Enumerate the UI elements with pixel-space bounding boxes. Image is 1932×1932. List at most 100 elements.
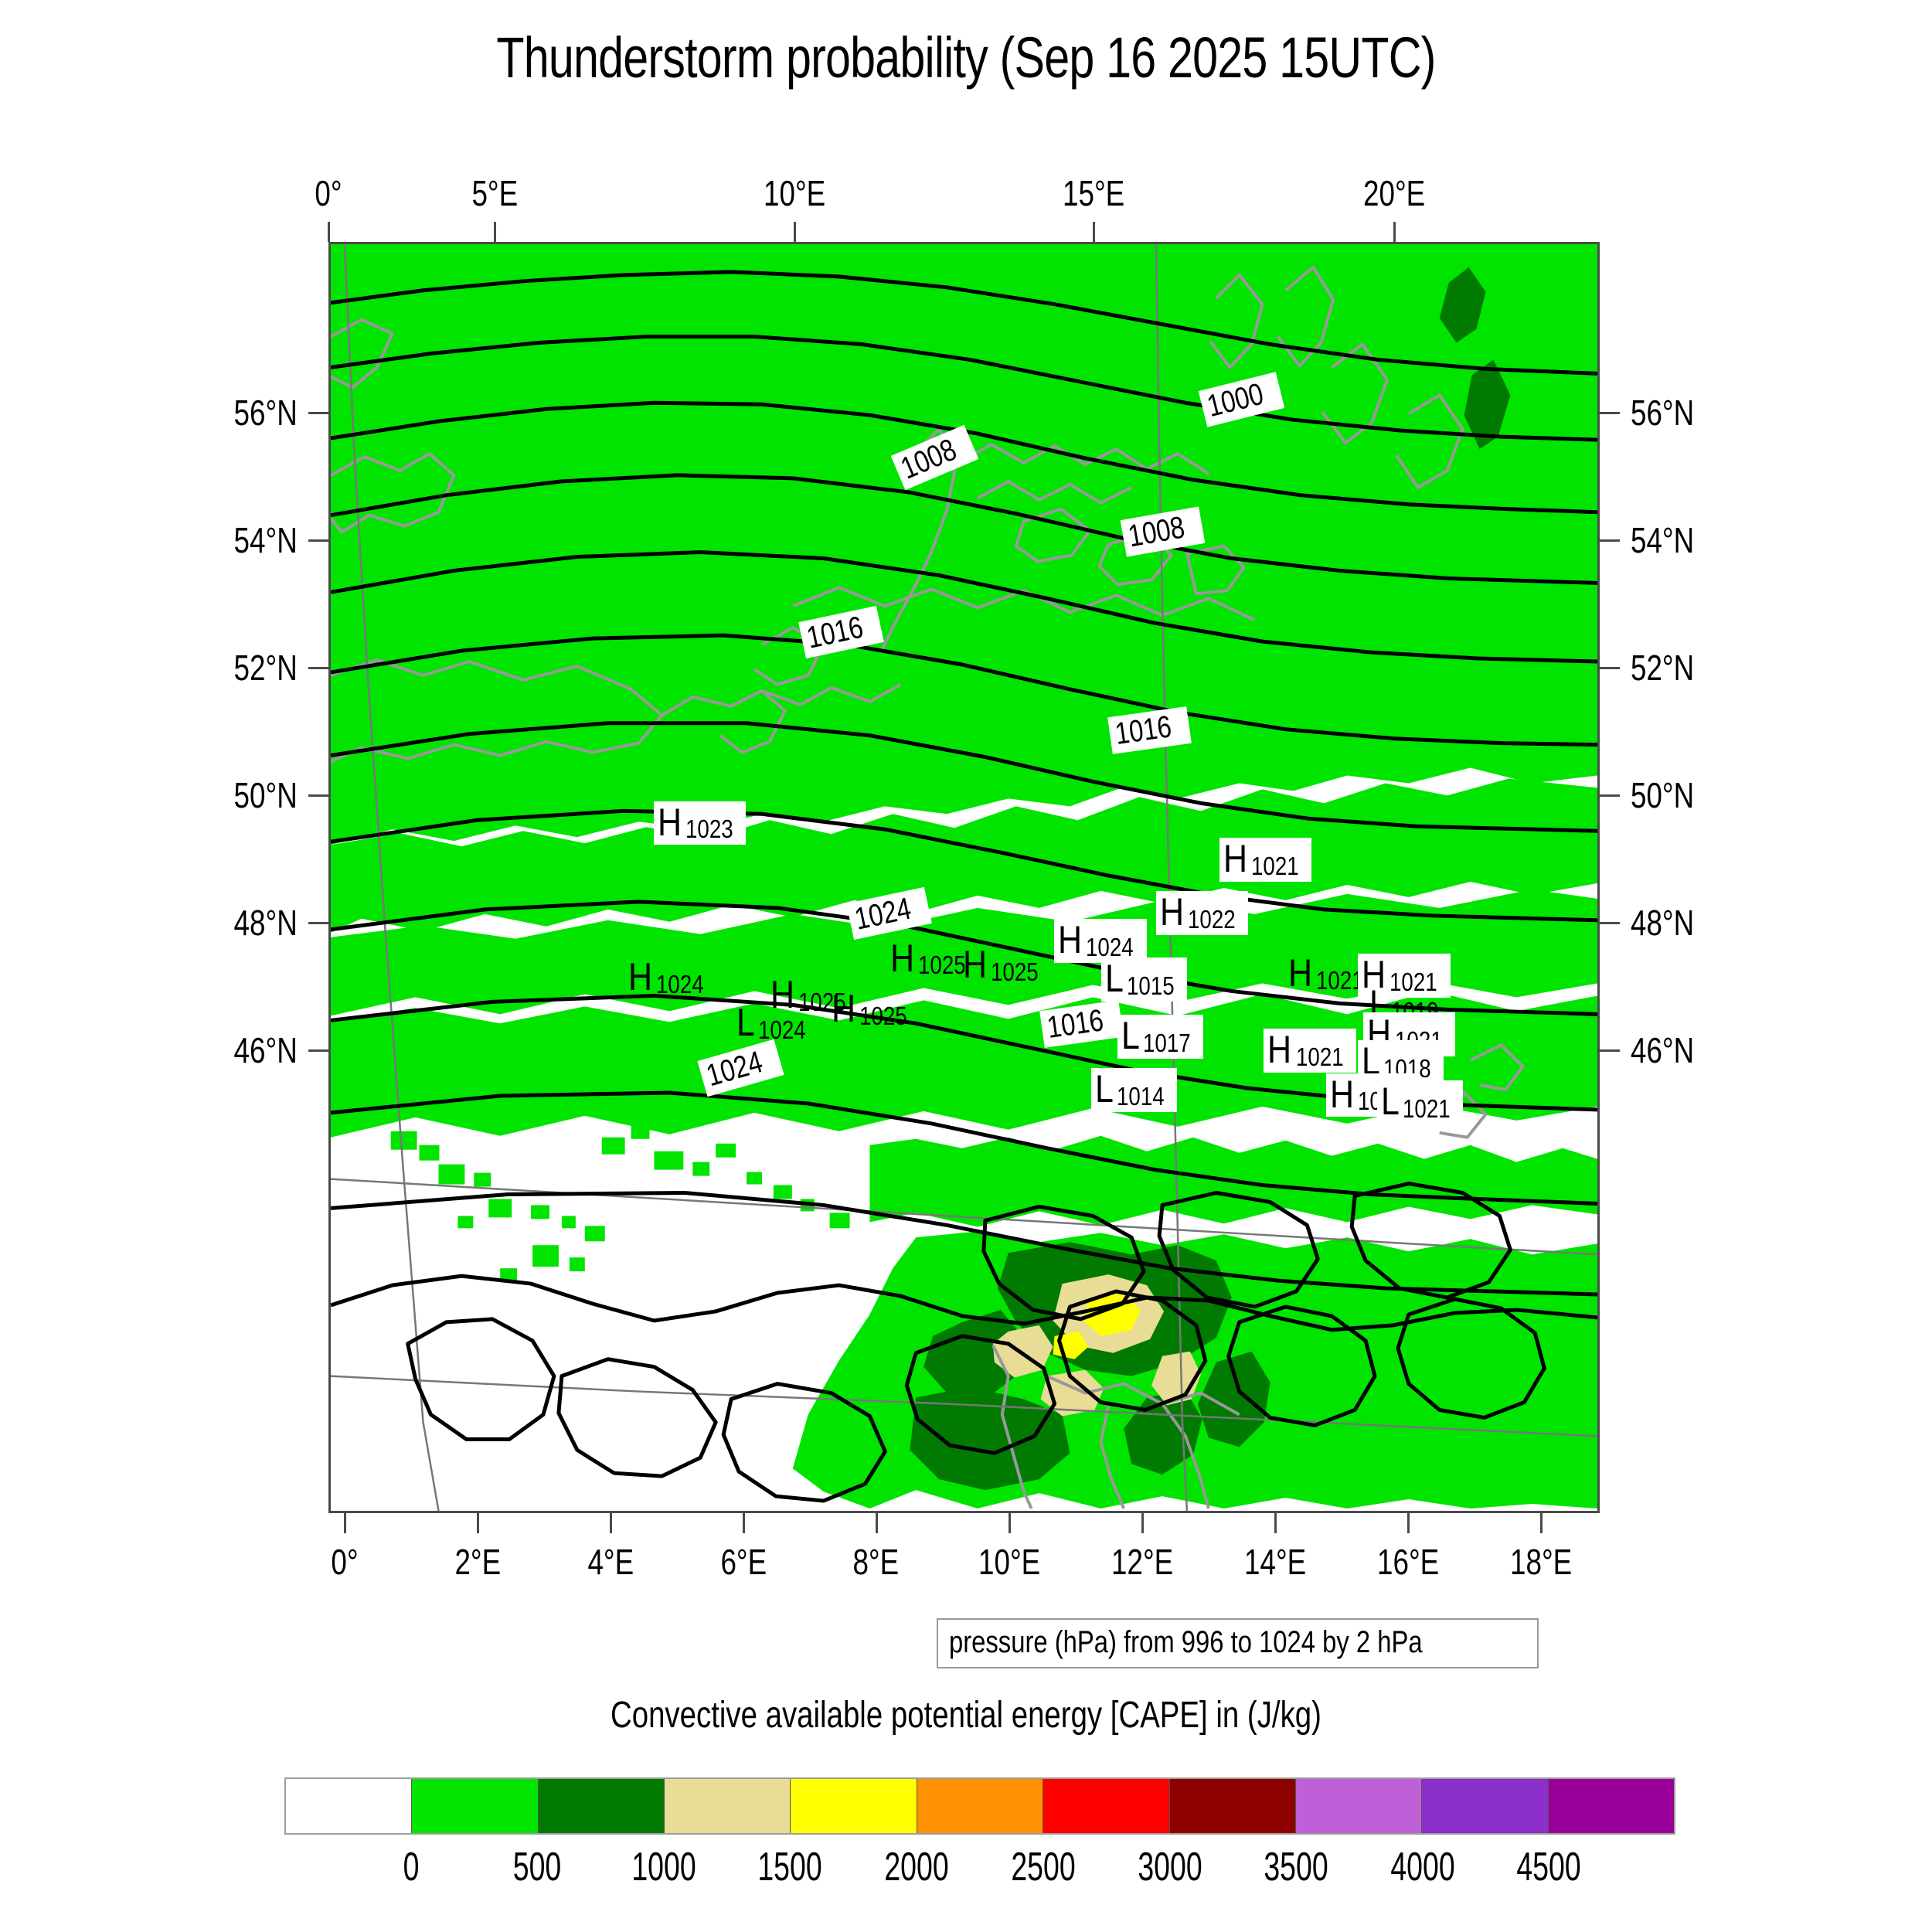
- colorbar-segment-0[interactable]: [286, 1779, 413, 1833]
- colorbar-segment-2[interactable]: [538, 1779, 665, 1833]
- axis-tick: [1539, 1513, 1543, 1533]
- lat-label-right-3: 50°N: [1631, 775, 1695, 815]
- map-frame: 1000 1008 1008 1016 1016 1024 1016 1024 H 1023 H 1…: [328, 242, 1600, 1513]
- lat-label-right-5: 46°N: [1631, 1030, 1695, 1070]
- pressure-center-kind: L: [736, 1001, 755, 1045]
- pressure-center-kind: H: [628, 955, 653, 999]
- axis-tick: [1600, 922, 1620, 924]
- axis-tick: [308, 794, 328, 797]
- lat-label-left-0: 56°N: [233, 393, 298, 433]
- pressure-center-kind: H: [1058, 918, 1083, 962]
- colorbar-segment-1[interactable]: [412, 1779, 539, 1833]
- colorbar[interactable]: [284, 1777, 1675, 1835]
- axis-tick: [328, 222, 330, 242]
- colorbar-segment-5[interactable]: [917, 1779, 1044, 1833]
- axis-tick: [1008, 1513, 1011, 1533]
- colorbar-segment-8[interactable]: [1295, 1779, 1423, 1833]
- pressure-center-value: 1015: [1126, 971, 1175, 1000]
- colorbar-ticks: 0 500 1000 1500 2000 2500 3000 3500 4000 4500: [284, 1844, 1675, 1898]
- axis-tick: [1600, 539, 1620, 542]
- axis-tick: [1406, 1513, 1410, 1533]
- pressure-center-H-1021-1: H 1021: [1219, 837, 1312, 883]
- pressure-center-kind: H: [889, 936, 914, 980]
- lat-label-left-2: 52°N: [233, 648, 298, 688]
- pressure-center-H-1025-5: H 1025: [886, 937, 979, 981]
- axis-tick: [1274, 1513, 1277, 1533]
- pressure-center-kind: H: [1159, 890, 1184, 934]
- page-title: Thunderstorm probability (Sep 16 2025 15…: [496, 26, 1436, 90]
- axis-tick: [308, 539, 328, 542]
- pressure-center-kind: L: [1121, 1013, 1141, 1057]
- colorbar-segment-7[interactable]: [1169, 1779, 1296, 1833]
- pressure-center-value: 1017: [1143, 1028, 1191, 1057]
- pressure-center-H-1021-7: H 1021: [1284, 952, 1377, 996]
- colorbar-segment-9[interactable]: [1422, 1779, 1549, 1833]
- pressure-center-value: 1025: [798, 988, 847, 1017]
- pressure-center-value: 1021: [1250, 852, 1299, 881]
- axis-tick: [1393, 222, 1396, 242]
- pressure-center-kind: L: [1362, 1039, 1381, 1083]
- lon-label-bottom-9: 18°E: [1509, 1542, 1572, 1582]
- pressure-center-value: 1025: [859, 1002, 907, 1031]
- colorbar-tick-500: 500: [512, 1845, 562, 1889]
- axis-tick: [494, 222, 497, 242]
- lon-label-top-1: 5°E: [471, 173, 519, 213]
- pressure-center-value: 1021: [1295, 1042, 1344, 1071]
- lat-label-left-5: 46°N: [233, 1030, 298, 1070]
- pressure-center-value: 1024: [656, 970, 704, 999]
- axis-tick: [1141, 1513, 1144, 1533]
- pressure-center-value: 1021: [1402, 1094, 1451, 1124]
- pressure-center-H-1023-0: H 1023: [653, 800, 747, 845]
- pressure-center-kind: L: [1380, 1080, 1400, 1124]
- pressure-center-kind: H: [657, 800, 682, 844]
- pressure-center-H-1025-10: H 1025: [767, 974, 859, 1018]
- lon-label-bottom-7: 14°E: [1243, 1542, 1306, 1582]
- pressure-center-value: 1014: [1116, 1081, 1165, 1111]
- lon-label-top-2: 10°E: [763, 173, 826, 213]
- pressure-center-kind: H: [770, 973, 795, 1017]
- axis-tick: [477, 1513, 480, 1533]
- colorbar-caption-text: Convective available potential energy [C…: [611, 1695, 1321, 1736]
- pressure-center-H-1021-8: H 1021: [1358, 952, 1451, 998]
- colorbar-tick-1500: 1500: [757, 1845, 823, 1889]
- pressure-center-L-1014-15: L 1014: [1090, 1067, 1177, 1112]
- colorbar-tick-4000: 4000: [1390, 1845, 1455, 1889]
- axis-tick: [610, 1513, 613, 1533]
- pressure-center-L-1024-12: L 1024: [733, 1002, 818, 1046]
- lon-label-top-4: 20°E: [1362, 173, 1425, 213]
- pressure-center-kind: H: [1267, 1027, 1292, 1071]
- pressure-center-value: 1022: [1187, 905, 1236, 934]
- colorbar-segment-3[interactable]: [665, 1779, 791, 1833]
- pressure-center-kind: H: [1330, 1072, 1355, 1116]
- pressure-center-value: 1021: [1315, 966, 1364, 995]
- pressure-center-H-1022-2: H 1022: [1155, 890, 1249, 936]
- axis-tick: [1093, 222, 1096, 242]
- colorbar-segment-4[interactable]: [791, 1779, 917, 1833]
- pressure-center-kind: H: [1362, 952, 1386, 996]
- axis-tick: [308, 667, 328, 669]
- axis-tick: [1600, 412, 1620, 414]
- pressure-note-box: pressure (hPa) from 996 to 1024 by 2 hPa: [937, 1618, 1539, 1668]
- lat-label-left-3: 50°N: [233, 775, 298, 815]
- pressure-center-L-1017-14: L 1017: [1117, 1013, 1204, 1059]
- lat-label-left-1: 54°N: [233, 520, 298, 560]
- colorbar-segment-6[interactable]: [1043, 1779, 1170, 1833]
- lon-label-bottom-3: 6°E: [720, 1542, 767, 1582]
- lon-label-top-0: 0°: [315, 173, 342, 213]
- colorbar-segment-10[interactable]: [1548, 1779, 1674, 1833]
- lat-label-right-2: 52°N: [1631, 648, 1695, 688]
- colorbar-tick-3000: 3000: [1137, 1845, 1202, 1889]
- pressure-center-kind: H: [832, 987, 856, 1031]
- lon-label-bottom-5: 10°E: [978, 1542, 1041, 1582]
- colorbar-tick-1000: 1000: [631, 1845, 696, 1889]
- lat-label-right-4: 48°N: [1631, 903, 1695, 943]
- pressure-center-H-1021-16: H 1021: [1264, 1027, 1356, 1073]
- pressure-center-H-1024-3: H 1024: [1054, 918, 1147, 964]
- axis-tick: [793, 222, 796, 242]
- lon-label-top-3: 15°E: [1063, 173, 1125, 213]
- colorbar-tick-0: 0: [403, 1845, 420, 1889]
- pressure-center-kind: H: [1223, 837, 1247, 881]
- lat-label-right-0: 56°N: [1631, 393, 1695, 433]
- pressure-center-kind: H: [962, 942, 987, 986]
- colorbar-tick-3500: 3500: [1264, 1845, 1328, 1889]
